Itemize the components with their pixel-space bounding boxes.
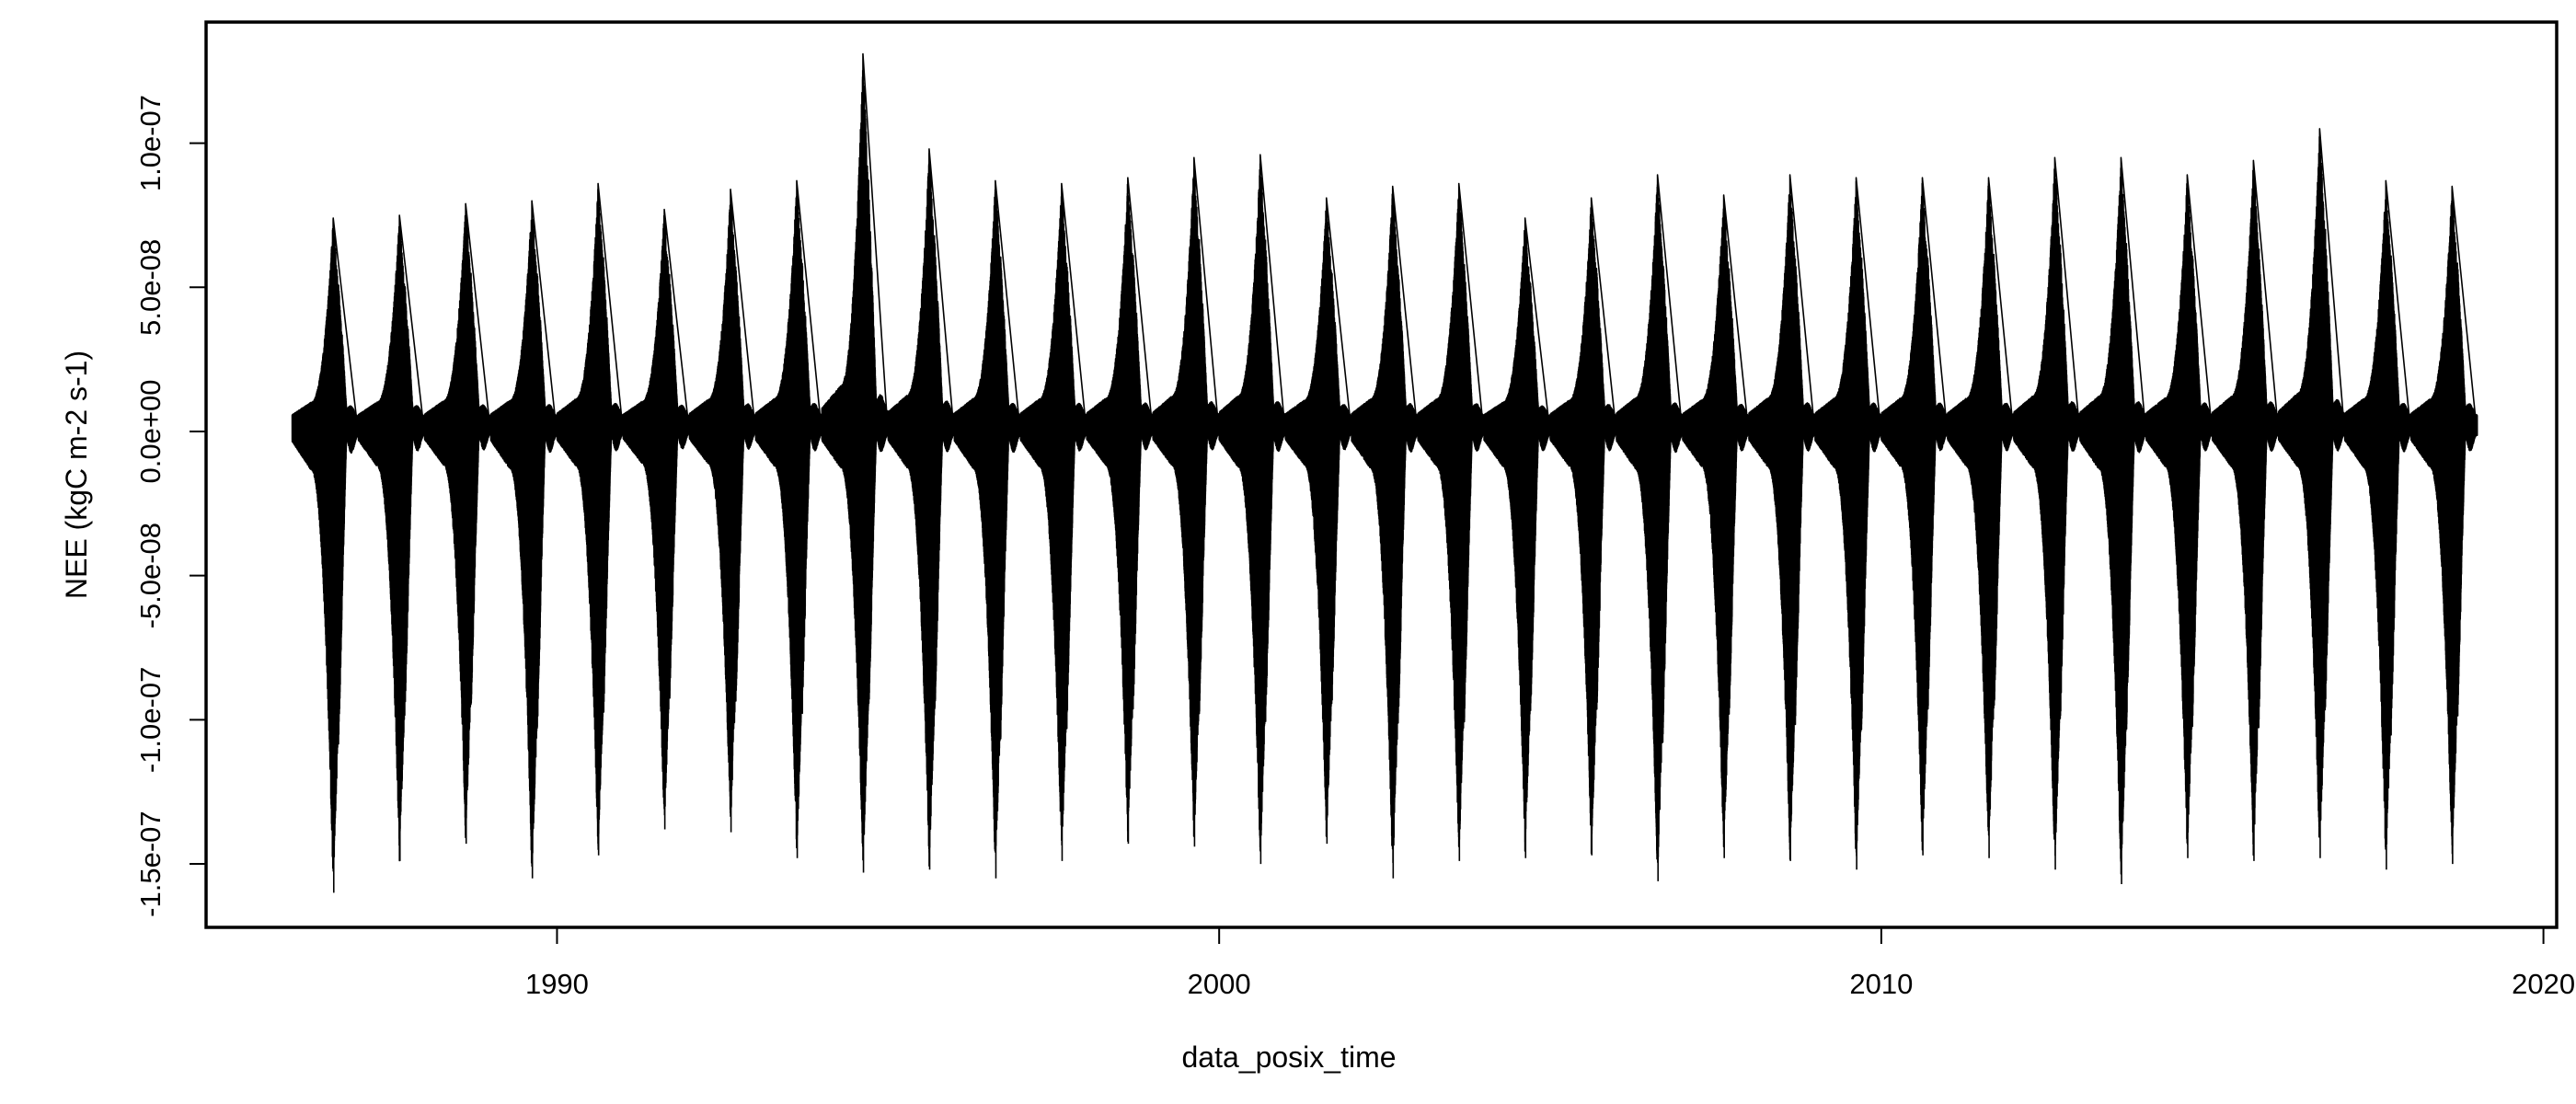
series-cycle-2004 [1483,217,1551,858]
series-cycle-1998 [1086,177,1155,845]
x-axis: 1990 2000 2010 2020 [525,926,2575,1000]
series-cycle-2010 [1880,177,1949,856]
series-cycle-2006 [1616,174,1684,881]
series-cycle-2008 [1748,174,1816,861]
series-cycle-1989 [489,200,558,879]
series-cycle-1987 [357,214,426,862]
series-cycle-2005 [1549,197,1617,856]
y-tick-label: 1.0e-07 [134,95,167,191]
series-cycle-1992 [688,189,757,833]
x-tick-label: 2020 [2512,968,2575,1000]
y-axis-title: NEE (kgC m-2 s-1) [60,351,93,599]
series-cycle-2017 [2343,179,2412,870]
series-cycle-1993 [754,179,823,858]
series-cycle-1990 [556,182,625,856]
series-cycle-2015 [2211,159,2280,861]
y-tick-label: -5.0e-08 [134,523,167,628]
series-cycle-2000 [1218,154,1286,865]
series-cycle-2012 [2013,156,2081,870]
x-tick-label: 2000 [1188,968,1251,1000]
series-cycle-1995 [887,148,956,870]
series-cycle-1997 [1019,182,1088,861]
series-cycle-2001 [1284,197,1352,845]
series-cycle-2002 [1351,185,1419,879]
x-tick-label: 1990 [525,968,589,1000]
x-axis-title: data_posix_time [1181,1041,1396,1074]
x-tick-label: 2010 [1849,968,1913,1000]
y-tick-label: -1.0e-07 [134,667,167,773]
y-axis: -1.5e-07 -1.0e-07 -5.0e-08 0.0e+00 5.0e-08 1.… [134,95,206,917]
y-tick-label: 5.0e-08 [134,239,167,336]
nee-series-line [291,52,2478,893]
series-cycle-2011 [1947,177,2015,858]
series-cycle-1996 [953,179,1022,879]
series-cycle-2016 [2277,128,2346,858]
series-cycle-2007 [1682,194,1750,858]
series-cycle-2003 [1417,182,1485,861]
y-tick-label: -1.5e-07 [134,811,167,916]
series-cycle-1991 [622,208,691,830]
series-cycle-1999 [1152,156,1220,847]
series-cycle-1994 [821,52,890,873]
series-cycle-2009 [1814,177,1882,870]
series-cycle-2013 [2079,156,2147,885]
series-cycle-2014 [2145,174,2214,858]
series-cycle-1988 [423,202,492,845]
y-tick-label: 0.0e+00 [134,380,167,484]
series-cycle-1986 [291,217,360,893]
series-cycle-2018 [2409,185,2478,865]
